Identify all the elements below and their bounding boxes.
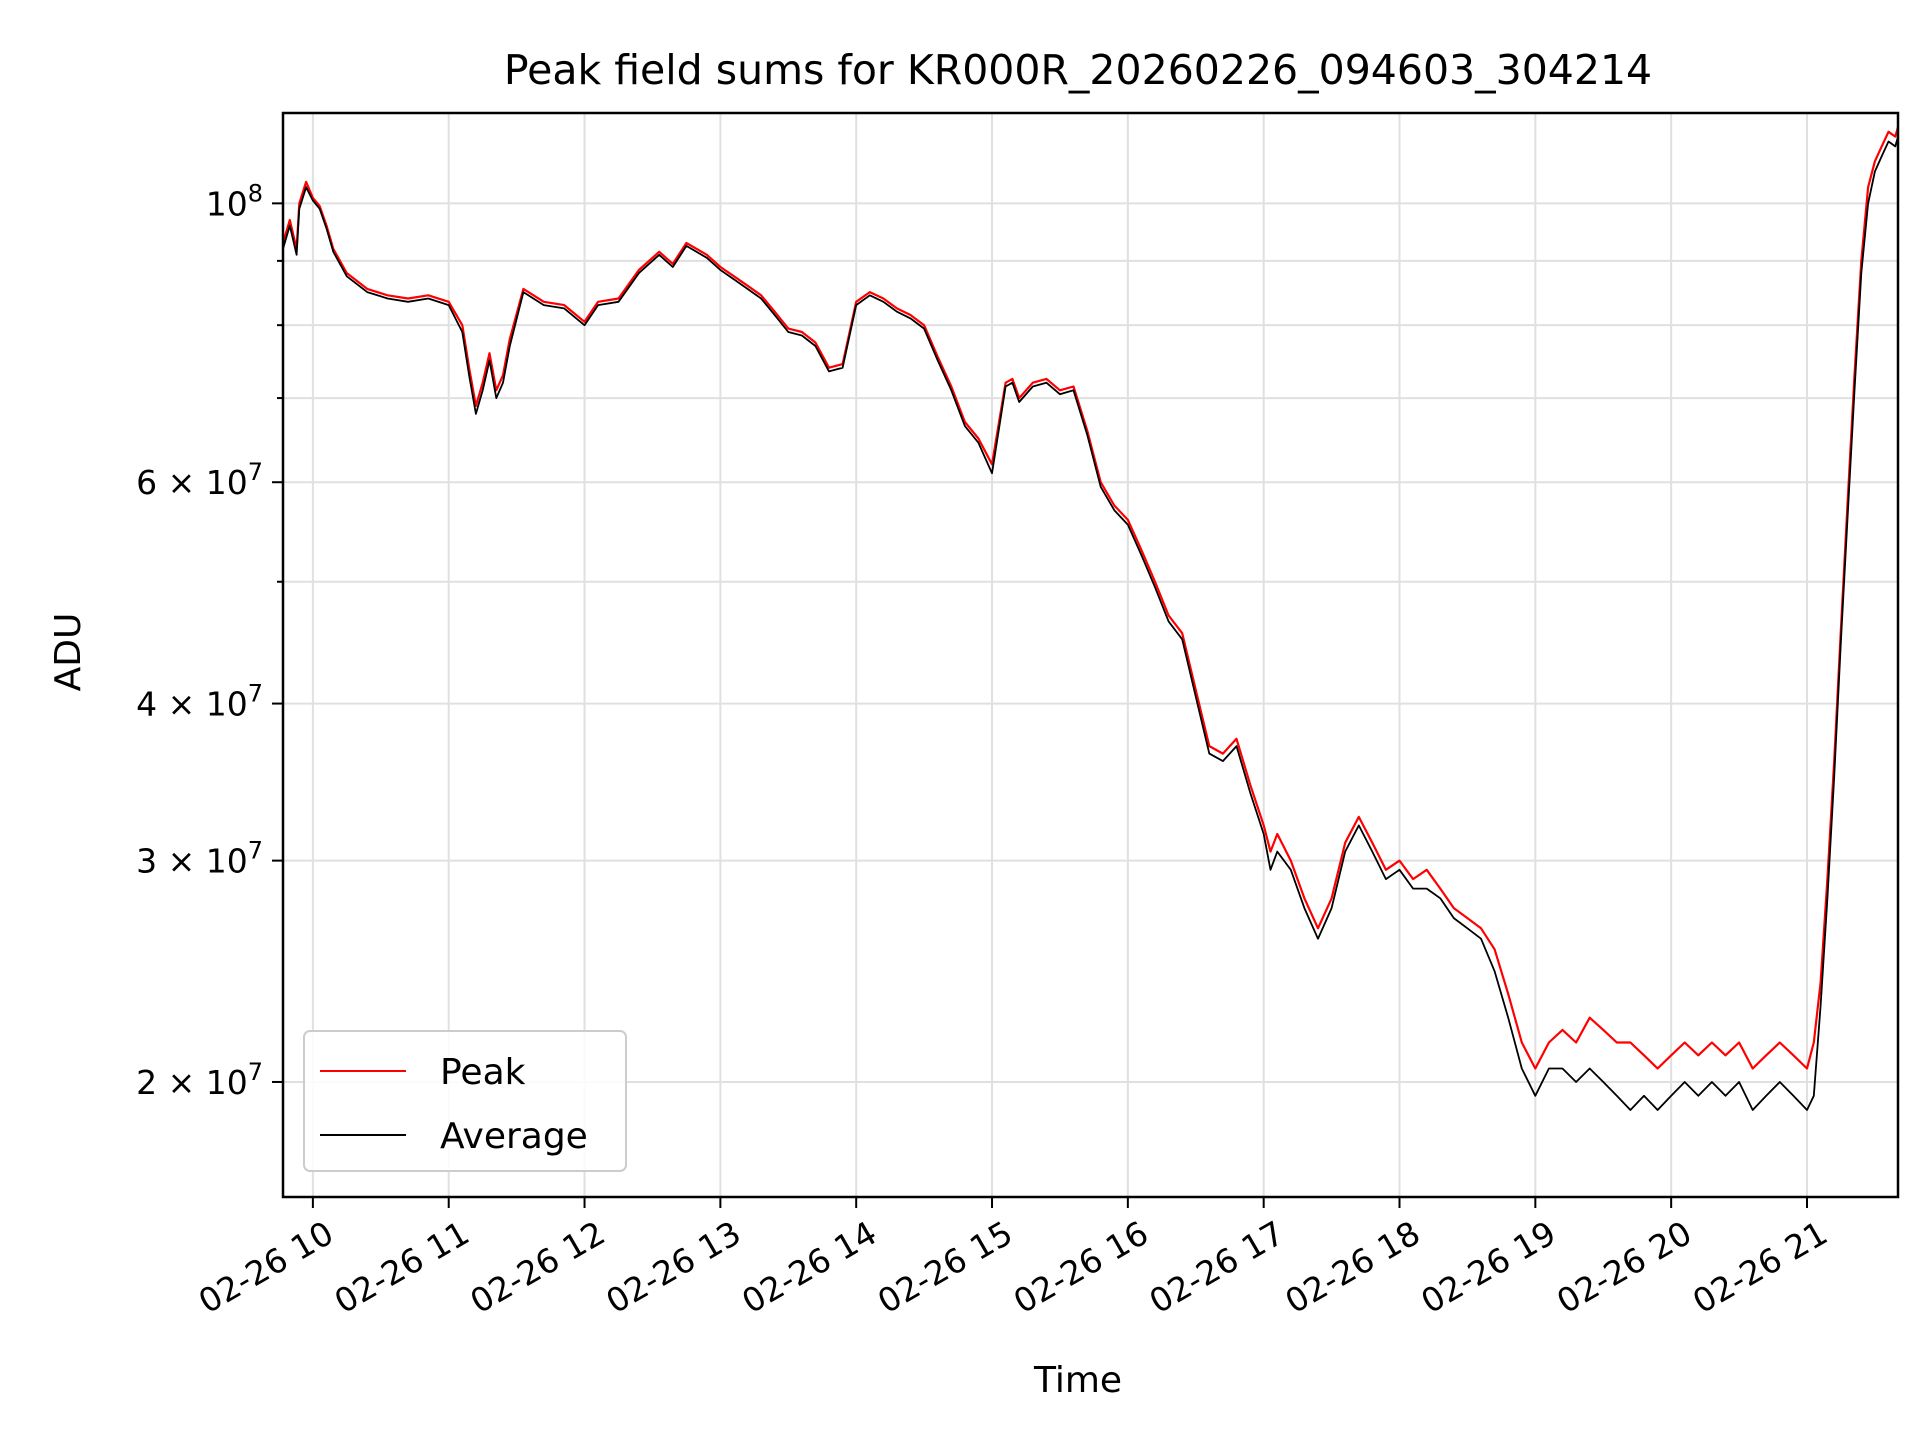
series-line-peak bbox=[281, 126, 1900, 1070]
y-tick-mantissa: 4 bbox=[136, 685, 157, 724]
y-tick-exponent: 7 bbox=[248, 1058, 263, 1086]
y-tick-exponent: 8 bbox=[248, 179, 263, 207]
y-tick-times: × 10 bbox=[157, 685, 248, 724]
x-axis-label: Time bbox=[1033, 1360, 1122, 1401]
y-tick-times: × 10 bbox=[157, 1063, 248, 1102]
y-tick-label: 2 × 107 bbox=[136, 1058, 263, 1102]
y-tick-mantissa: 3 bbox=[136, 842, 157, 881]
y-tick-label: 6 × 107 bbox=[136, 458, 263, 502]
series-line-average bbox=[282, 136, 1899, 1111]
y-tick-times: × 10 bbox=[157, 842, 248, 881]
y-tick-mantissa: 6 bbox=[136, 463, 157, 502]
y-tick-mantissa: 2 bbox=[136, 1063, 157, 1102]
y-tick-times: × 10 bbox=[157, 463, 248, 502]
legend: Peak Average bbox=[303, 1030, 627, 1172]
y-tick-base: 10 bbox=[206, 184, 248, 223]
y-axis-label: ADU bbox=[48, 613, 89, 692]
y-tick-label: 4 × 107 bbox=[136, 680, 263, 724]
series-layer bbox=[281, 126, 1900, 1111]
legend-label-average: Average bbox=[440, 1116, 588, 1157]
y-tick-exponent: 7 bbox=[248, 837, 263, 865]
y-tick-label: 3 × 107 bbox=[136, 837, 263, 881]
chart-title: Peak field sums for KR000R_20260226_0946… bbox=[504, 46, 1652, 94]
y-tick-exponent: 7 bbox=[248, 458, 263, 486]
grid-layer bbox=[283, 113, 1898, 1197]
y-tick-exponent: 7 bbox=[248, 680, 263, 708]
y-tick-label: 108 bbox=[206, 179, 263, 223]
plot-frame bbox=[281, 111, 1900, 1199]
legend-label-peak: Peak bbox=[440, 1052, 526, 1093]
